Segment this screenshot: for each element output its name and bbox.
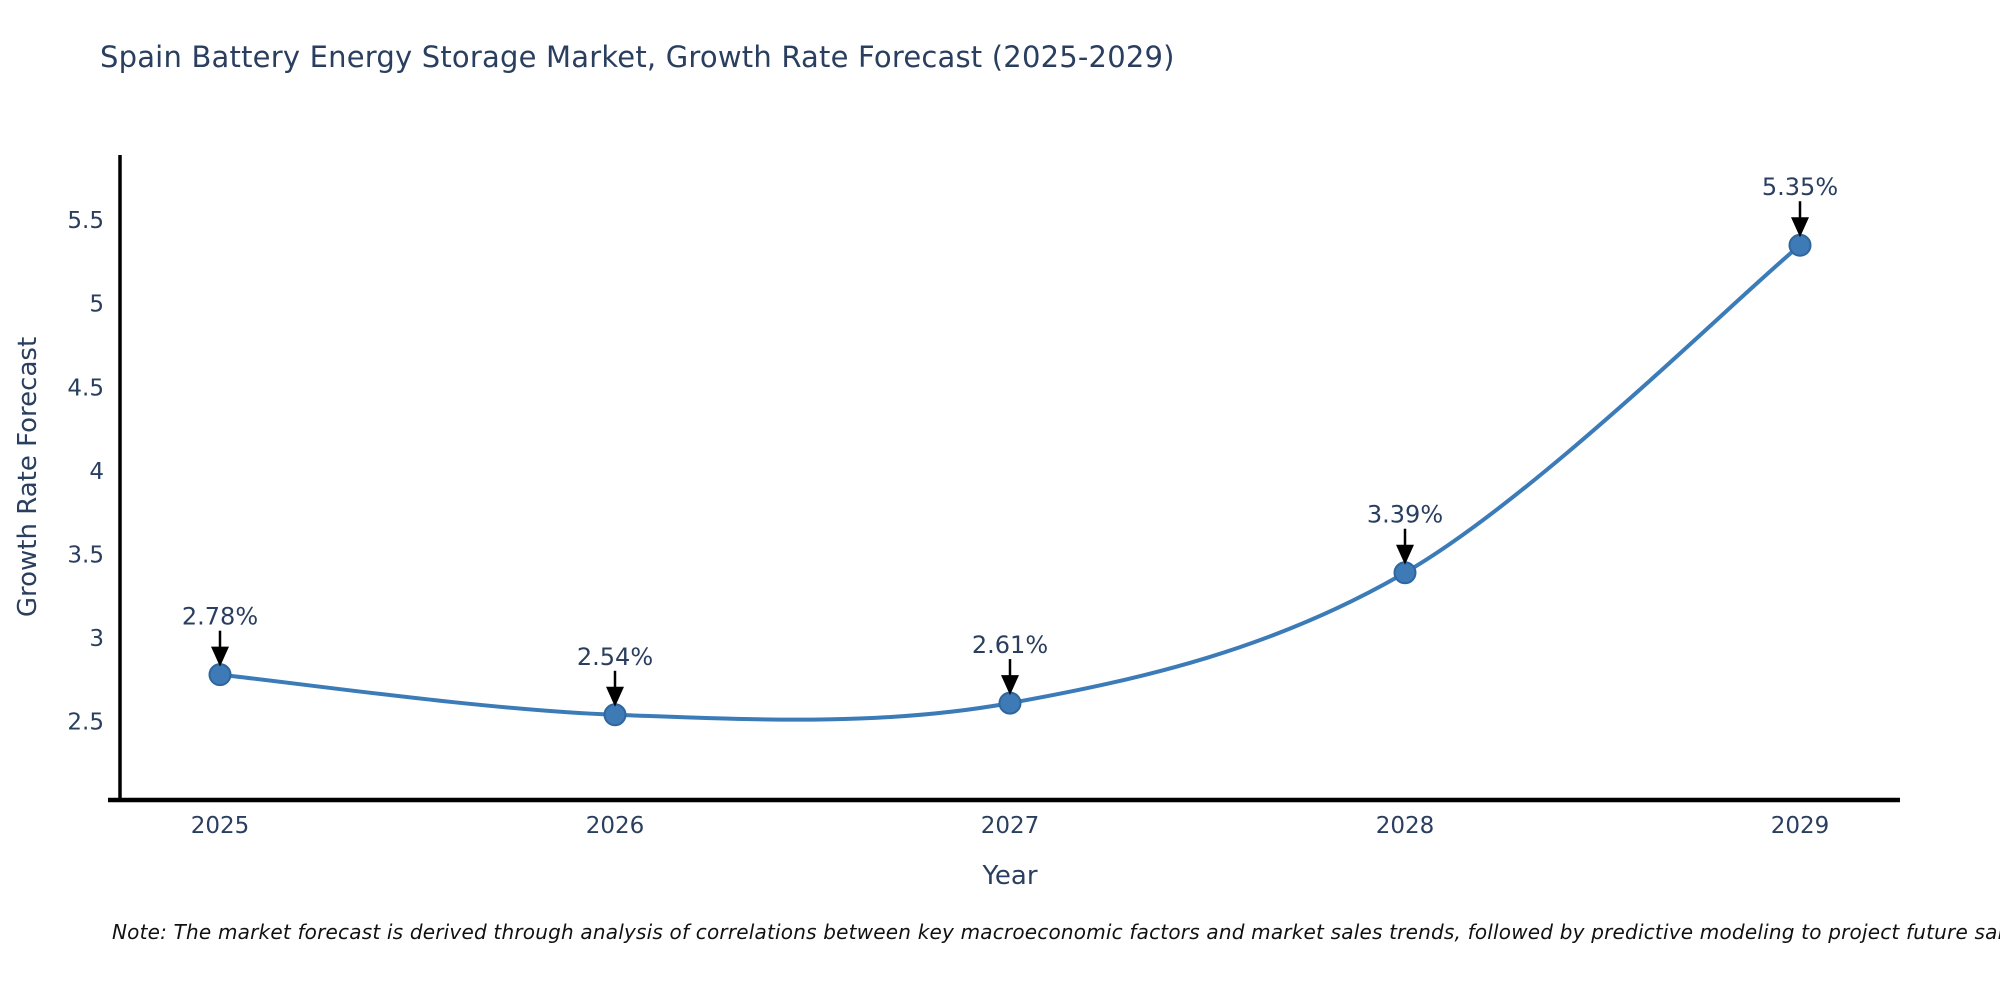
point-label: 2.61% bbox=[972, 631, 1048, 659]
data-point-2027 bbox=[998, 691, 1022, 715]
data-point-2028 bbox=[1393, 561, 1417, 585]
annotation-arrow-head-icon bbox=[1791, 217, 1809, 238]
point-label: 5.35% bbox=[1762, 173, 1838, 201]
y-tick-label: 3.5 bbox=[67, 542, 104, 568]
point-label: 3.39% bbox=[1367, 501, 1443, 529]
annotation-arrow-head-icon bbox=[1001, 675, 1019, 696]
x-tick-label: 2029 bbox=[1771, 813, 1830, 839]
data-point-2029 bbox=[1788, 233, 1812, 257]
annotation-arrow-head-icon bbox=[1396, 544, 1414, 565]
chart-title: Spain Battery Energy Storage Market, Gro… bbox=[100, 40, 1175, 74]
point-label: 2.54% bbox=[577, 643, 653, 671]
point-label: 2.78% bbox=[182, 603, 258, 631]
x-axis-title: Year bbox=[982, 861, 1038, 891]
x-tick-label: 2027 bbox=[981, 813, 1040, 839]
y-tick-label: 3 bbox=[89, 626, 104, 652]
y-tick-label: 2.5 bbox=[67, 709, 104, 735]
y-tick-label: 5.5 bbox=[67, 208, 104, 234]
data-point-2026 bbox=[603, 703, 627, 727]
forecast-line bbox=[218, 243, 1802, 722]
y-tick-label: 4 bbox=[89, 459, 104, 485]
data-point-2025 bbox=[208, 663, 232, 687]
y-tick-label: 4.5 bbox=[67, 375, 104, 401]
x-tick-label: 2026 bbox=[586, 813, 645, 839]
y-tick-label: 5 bbox=[89, 292, 104, 318]
x-tick-label: 2028 bbox=[1376, 813, 1435, 839]
annotation-arrow-head-icon bbox=[211, 646, 229, 667]
annotation-arrow-head-icon bbox=[606, 686, 624, 707]
x-tick-label: 2025 bbox=[191, 813, 250, 839]
footnote: Note: The market forecast is derived thr… bbox=[112, 920, 2000, 944]
